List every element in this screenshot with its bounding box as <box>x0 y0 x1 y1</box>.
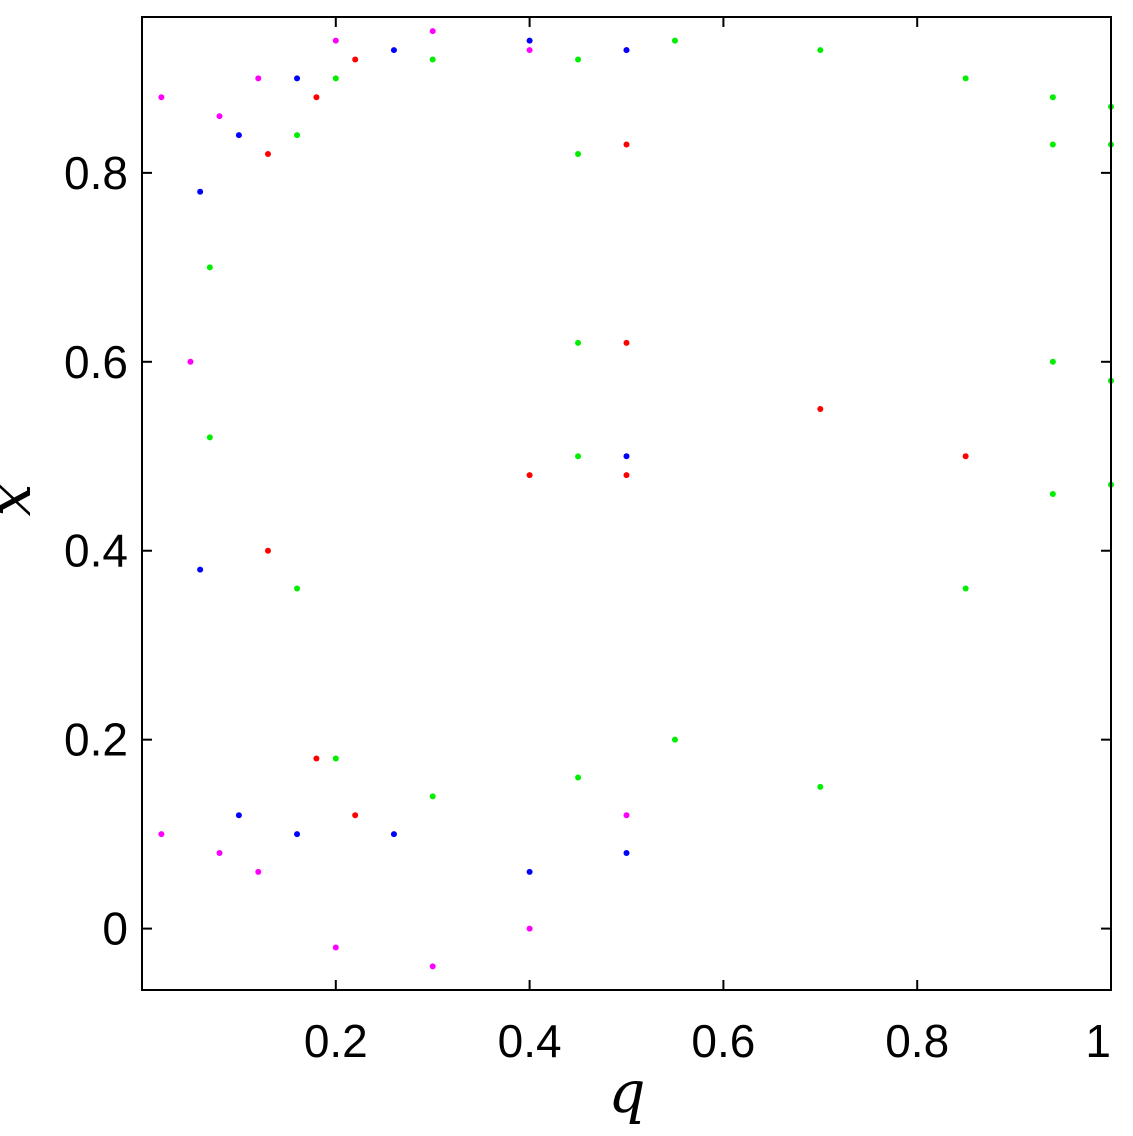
data-point <box>623 47 630 54</box>
x-tick-label: 0.2 <box>304 1015 368 1067</box>
y-tick-label: 0.6 <box>64 336 128 388</box>
plot-frame <box>141 16 1112 991</box>
x-axis: 0.2 0.4 0.6 0.8 1 <box>304 17 1112 1067</box>
data-point <box>429 793 436 800</box>
x-tick-label: 0.8 <box>885 1015 949 1067</box>
data-point <box>575 150 582 157</box>
data-point <box>1049 491 1056 498</box>
data-point <box>575 339 582 346</box>
data-point <box>817 406 824 413</box>
x-tick-label: 0.6 <box>691 1015 755 1067</box>
data-point <box>187 358 194 365</box>
data-point <box>206 434 213 441</box>
data-point <box>575 774 582 781</box>
data-point <box>206 264 213 271</box>
data-point <box>623 812 630 819</box>
data-point <box>429 963 436 970</box>
data-point <box>671 37 678 44</box>
data-point <box>623 453 630 460</box>
data-point <box>1049 141 1056 148</box>
x-tick-label: 0.4 <box>498 1015 562 1067</box>
data-point <box>255 868 262 875</box>
y-tick-label: 0 <box>102 903 128 955</box>
y-axis: 0 0.2 0.4 0.6 0.8 <box>64 147 1111 955</box>
data-point <box>526 47 533 54</box>
data-point <box>197 188 204 195</box>
data-point <box>1049 358 1056 365</box>
data-point <box>817 47 824 54</box>
data-point <box>817 783 824 790</box>
data-point <box>526 472 533 479</box>
data-point <box>575 56 582 63</box>
data-point <box>255 75 262 82</box>
x-tick-label: 1 <box>1085 1015 1111 1067</box>
data-point <box>264 150 271 157</box>
y-tick-label: 0.8 <box>64 147 128 199</box>
data-point <box>962 453 969 460</box>
data-point <box>390 831 397 838</box>
data-point <box>294 132 301 139</box>
data-point <box>294 585 301 592</box>
data-point <box>962 75 969 82</box>
data-point <box>623 339 630 346</box>
data-point <box>526 37 533 44</box>
data-point <box>575 453 582 460</box>
data-point <box>526 925 533 932</box>
data-point <box>526 868 533 875</box>
data-point <box>158 831 165 838</box>
data-point <box>332 755 339 762</box>
y-tick-label: 0.2 <box>64 714 128 766</box>
y-axis-label: x <box>0 484 44 517</box>
data-point <box>294 75 301 82</box>
y-tick-label: 0.4 <box>64 525 128 577</box>
data-point <box>352 812 359 819</box>
data-point <box>332 944 339 951</box>
data-point <box>1049 94 1056 101</box>
data-point <box>158 94 165 101</box>
data-point <box>390 47 397 54</box>
data-point <box>235 812 242 819</box>
data-point <box>352 56 359 63</box>
data-point <box>623 472 630 479</box>
data-point <box>313 94 320 101</box>
data-point <box>264 547 271 554</box>
data-point <box>294 831 301 838</box>
data-point <box>332 37 339 44</box>
scatter-points <box>158 28 1114 970</box>
data-point <box>962 585 969 592</box>
data-point <box>623 141 630 148</box>
x-axis-label: q <box>608 1058 645 1126</box>
data-point <box>313 755 320 762</box>
data-point <box>197 566 204 573</box>
data-point <box>216 113 223 120</box>
data-point <box>216 850 223 857</box>
data-point <box>235 132 242 139</box>
data-point <box>429 28 436 35</box>
data-point <box>429 56 436 63</box>
data-point <box>332 75 339 82</box>
data-point <box>671 736 678 743</box>
data-point <box>623 850 630 857</box>
